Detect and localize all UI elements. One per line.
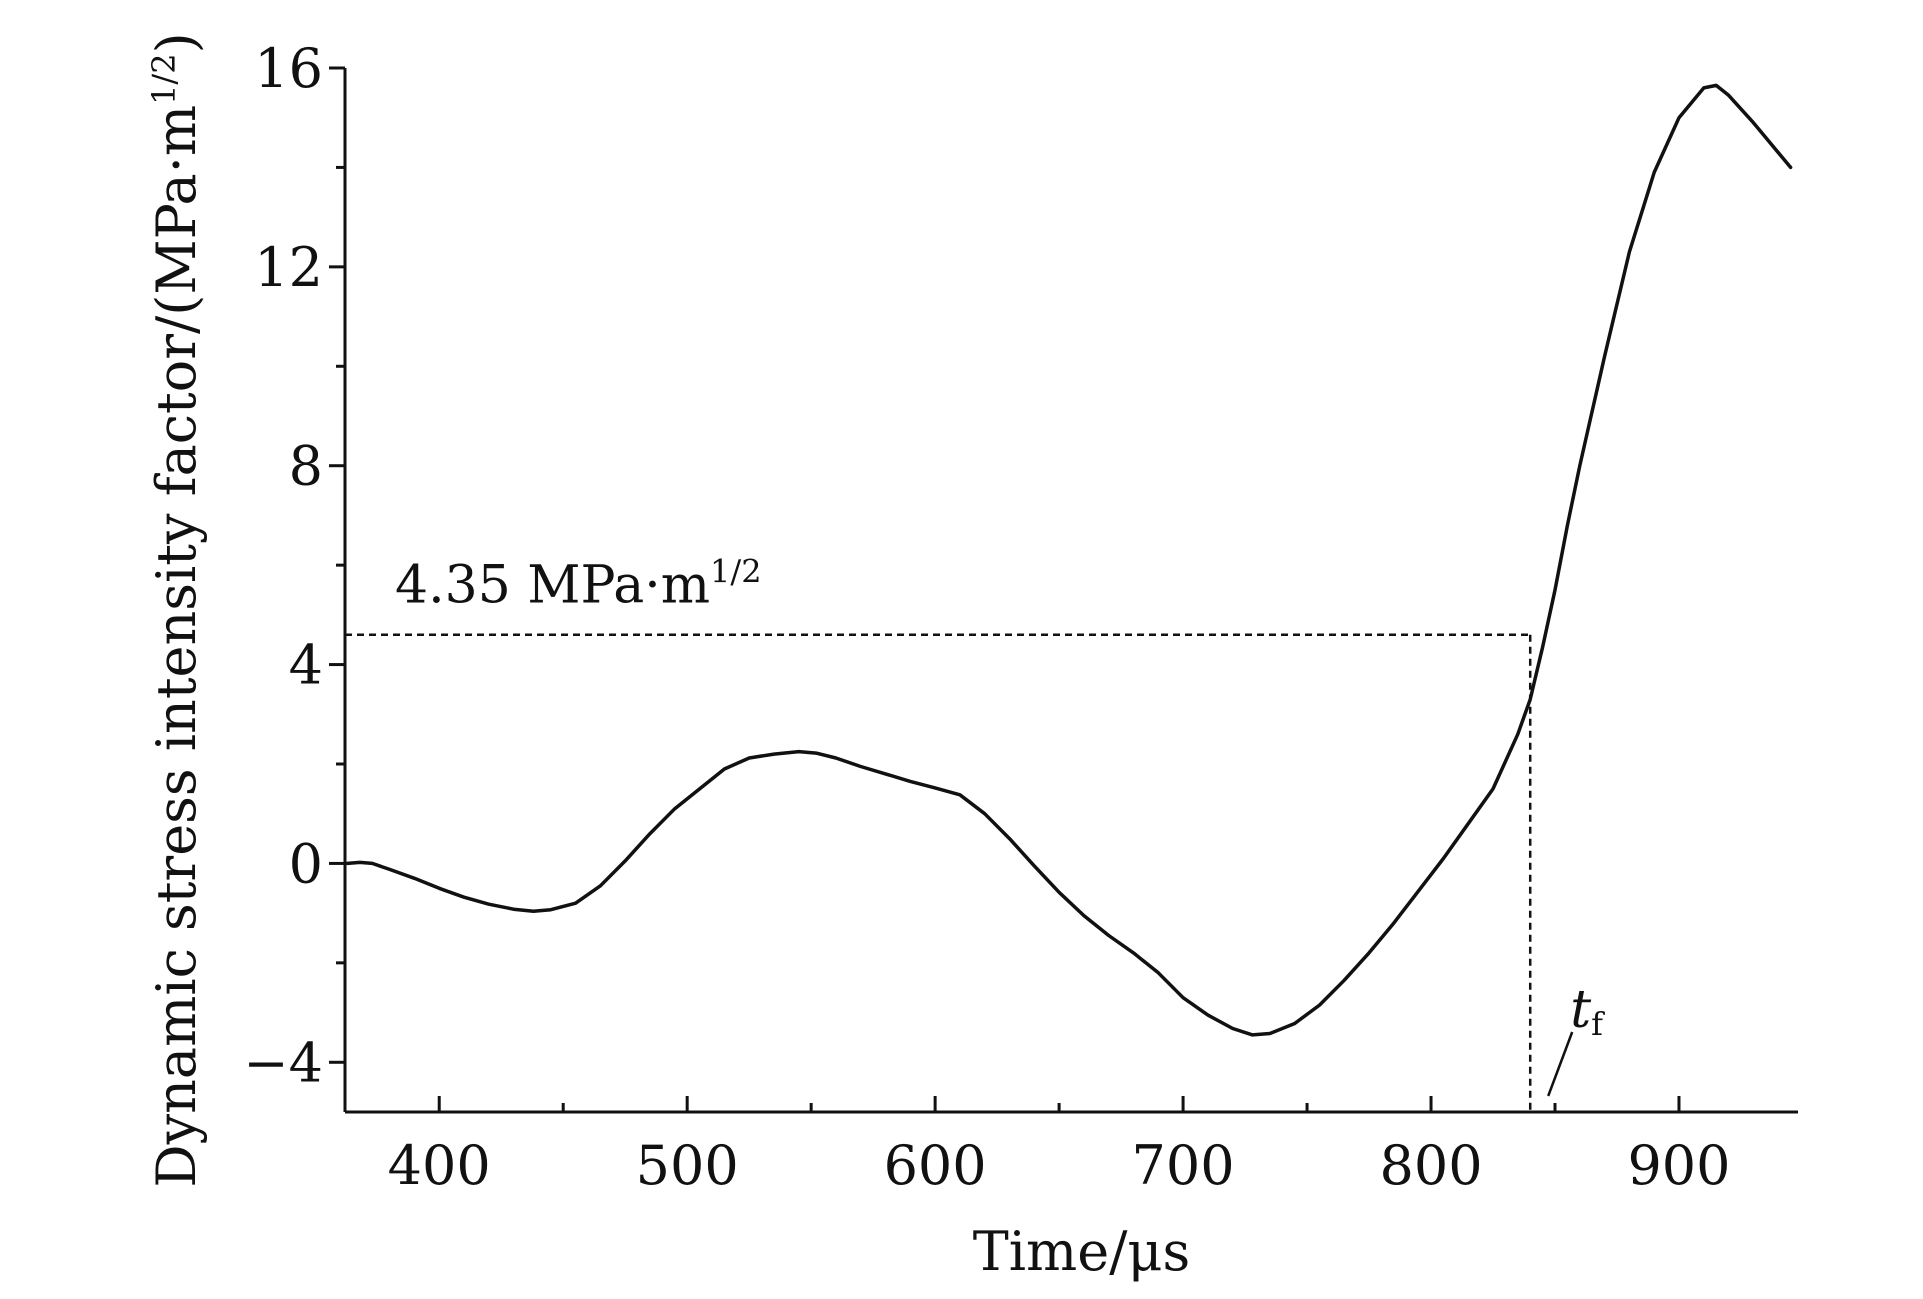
- tf-label-subscript: f: [1591, 1005, 1605, 1043]
- axes: 400 500 600 700 800 900 −4 0 4 8 12 16: [243, 37, 1798, 1197]
- y-tick-label: 12: [254, 236, 323, 299]
- y-tick-label: 8: [289, 435, 323, 498]
- threshold-label-superscript: 1/2: [710, 553, 762, 591]
- series-line-0: [345, 83, 1793, 1037]
- y-tick-label: 16: [254, 37, 323, 100]
- x-axis-title: Time/μs: [973, 1220, 1190, 1283]
- y-tick-label: 4: [289, 634, 323, 697]
- threshold-label-main: 4.35 MPa·m: [395, 556, 710, 616]
- y-axis-title-main: Dynamic stress intensity factor/(MPa·m: [145, 105, 208, 1188]
- labels: Time/μs Dynamic stress intensity factor/(…: [145, 32, 1605, 1283]
- x-tick-label: 700: [1132, 1134, 1235, 1197]
- x-tick-label: 900: [1627, 1134, 1730, 1197]
- tf-label-main: t: [1570, 980, 1591, 1040]
- y-tick-label: 0: [289, 832, 323, 895]
- x-tick-label: 600: [884, 1134, 987, 1197]
- y-axis-title-superscript: 1/2: [145, 53, 183, 105]
- x-tick-label: 500: [636, 1134, 739, 1197]
- y-axis-title-close: ): [145, 32, 208, 53]
- y-tick-label: −4: [243, 1031, 323, 1094]
- x-tick-label: 400: [388, 1134, 491, 1197]
- tf-leader-line: [1547, 1031, 1574, 1097]
- y-axis-title: Dynamic stress intensity factor/(MPa·m1/…: [145, 32, 208, 1187]
- threshold-guides: [345, 633, 1532, 1112]
- threshold-label: 4.35 MPa·m1/2: [395, 553, 762, 616]
- tf-label: tf: [1570, 980, 1605, 1043]
- series-layer: [345, 83, 1793, 1037]
- x-tick-label: 800: [1379, 1134, 1482, 1197]
